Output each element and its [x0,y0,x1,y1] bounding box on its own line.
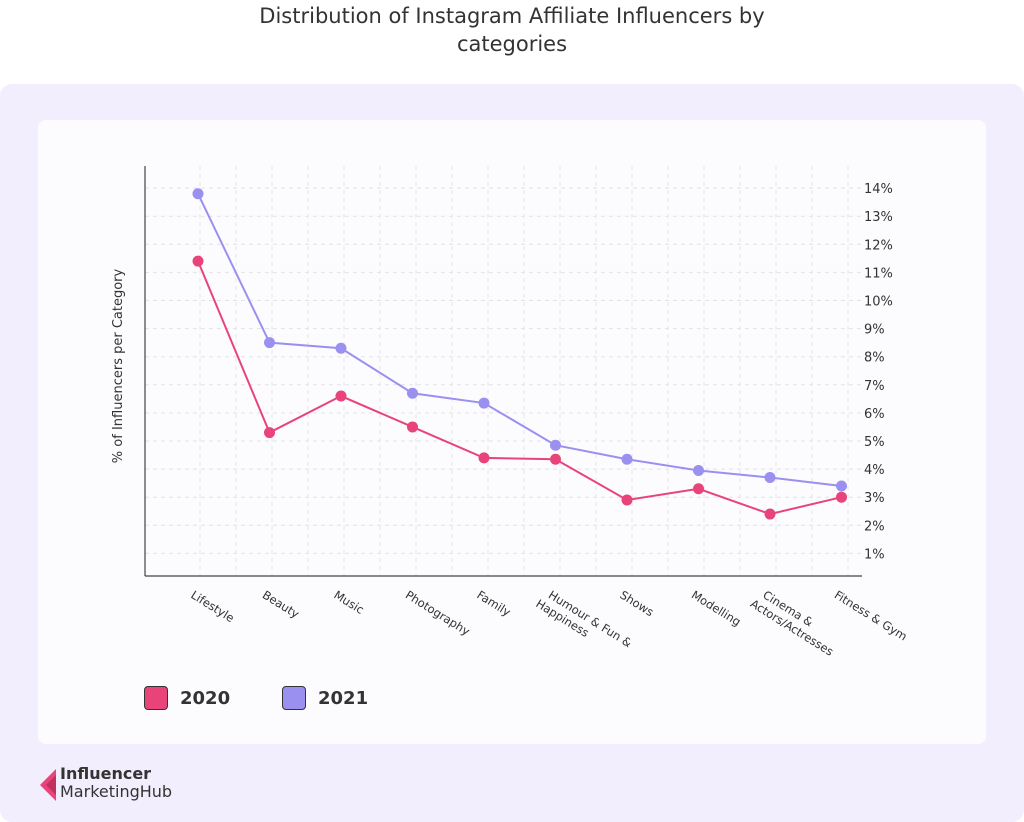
x-tick-label-line: Music [331,588,366,617]
y-tick-label: 1% [864,547,885,562]
y-axis-title: % of Influencers per Category [111,268,126,463]
y-tick-label: 7% [864,379,885,394]
x-tick-label: Fitness & Gym [832,588,910,644]
x-tick-label-line: Lifestyle [188,588,236,625]
data-point-2021 [693,465,704,477]
data-point-2021 [478,397,490,409]
legend-label-2020: 2020 [180,687,231,709]
logo-line-1: Influencer [60,764,152,783]
x-tick-label-line: Fitness & Gym [832,588,910,644]
data-point-2021 [407,387,418,399]
series-line-2021 [197,193,842,487]
data-point-2020 [192,255,204,267]
x-tick-label: Shows [617,588,656,619]
series-line-2020 [197,260,842,516]
x-tick-label: Photography [403,588,473,639]
y-tick-label: 4% [864,463,885,478]
logo-text: Influencer MarketingHub [60,765,172,801]
data-point-2021 [836,480,847,492]
x-tick-label-line: Family [474,588,513,620]
y-tick-label: 10% [864,295,893,310]
x-tick-label: Music [331,588,366,617]
data-point-2021 [192,188,204,200]
data-point-2021 [621,453,633,465]
y-tick-label: 11% [864,266,893,281]
data-point-2020 [693,483,704,495]
x-tick-label: Beauty [260,588,302,621]
y-tick-label: 12% [864,238,893,253]
x-tick-label-line: Modelling [689,588,743,629]
data-point-2021 [550,439,561,451]
data-point-2020 [621,494,633,506]
x-tick-label: Cinema &Actors/Actresses [748,584,844,658]
x-tick-label: Modelling [689,588,743,629]
data-point-2020 [264,427,275,439]
data-point-2020 [550,453,561,465]
legend-swatch-2021 [282,686,306,710]
y-tick-label: 9% [864,323,885,338]
x-tick-label-line: Photography [403,588,473,639]
chart-card [38,120,986,744]
logo-icon [40,769,56,801]
legend-swatch-2020 [144,686,168,710]
y-tick-label: 8% [864,351,885,366]
data-point-2020 [764,508,776,520]
y-tick-label: 13% [864,210,893,225]
y-tick-label: 6% [864,407,885,422]
x-tick-label-line: Beauty [260,588,302,621]
data-point-2020 [836,491,847,503]
data-point-2021 [264,337,275,349]
x-tick-label: Family [474,588,513,620]
data-point-2021 [335,342,347,354]
y-tick-label: 3% [864,491,885,506]
legend-item-2020: 2020 [144,684,230,712]
x-tick-label-line: Shows [617,588,656,619]
logo-line-2: MarketingHub [60,782,173,801]
y-tick-label: 5% [864,435,885,450]
y-tick-label: 14% [864,182,893,197]
x-tick-label: Lifestyle [188,588,236,625]
data-point-2020 [407,421,418,433]
chart-title-line-2: categories [456,32,568,56]
y-tick-label: 2% [864,519,885,534]
chart-title-line-1: Distribution of Instagram Affiliate Infl… [259,4,765,28]
legend-label-2021: 2021 [318,687,369,709]
data-point-2021 [764,472,776,484]
legend-item-2021: 2021 [282,684,368,712]
data-point-2020 [335,390,347,402]
chart-title: Distribution of Instagram Affiliate Infl… [0,2,1024,58]
data-point-2020 [478,452,490,464]
